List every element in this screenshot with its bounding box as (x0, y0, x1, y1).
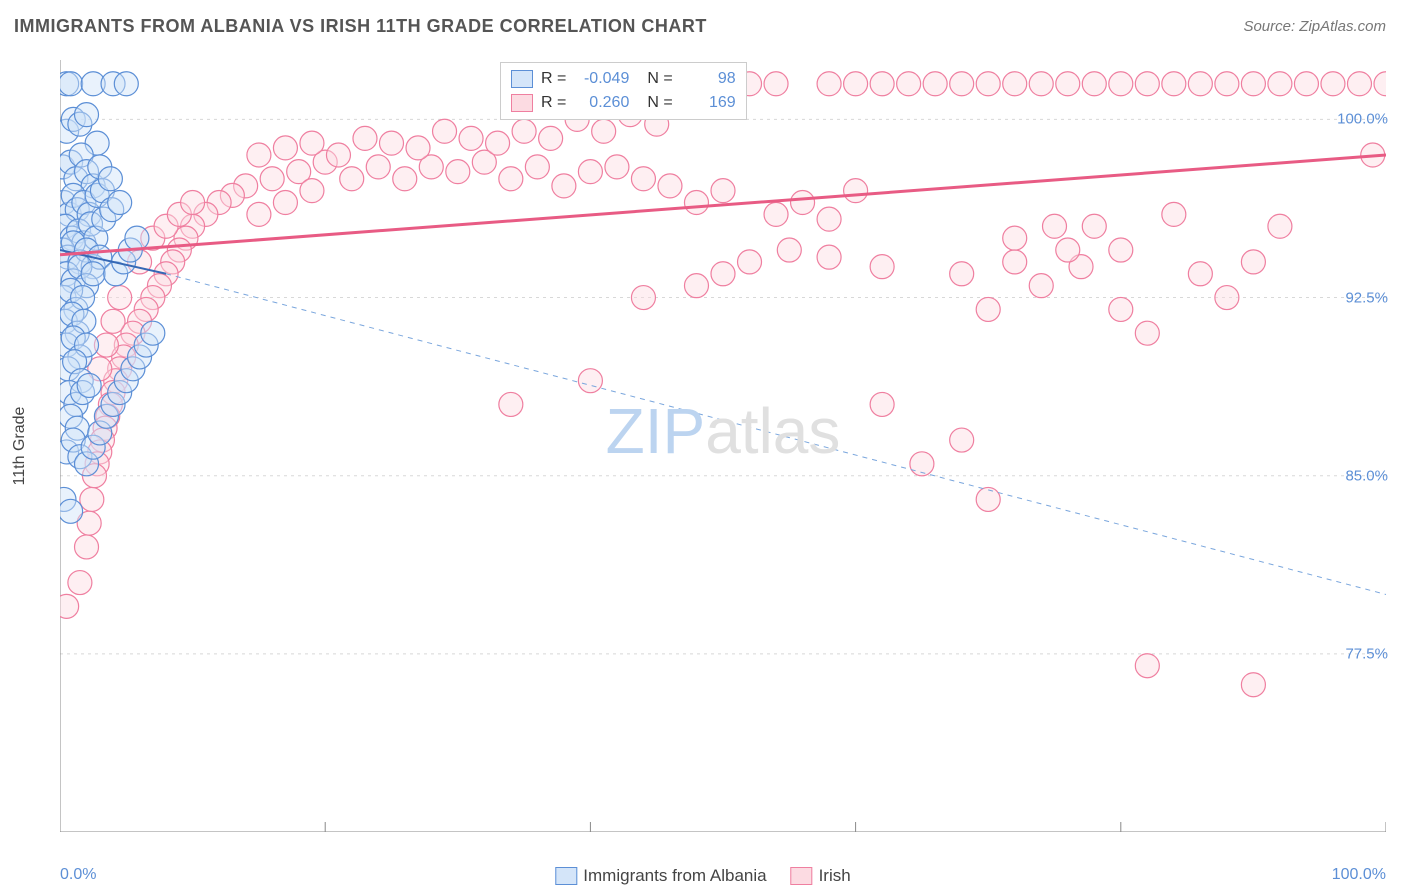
legend-label: Immigrants from Albania (583, 866, 766, 886)
bottom-legend: Immigrants from Albania Irish (555, 866, 850, 886)
stats-legend-box: R =-0.049 N =98 R =0.260 N =169 (500, 62, 747, 120)
legend-label: Irish (819, 866, 851, 886)
x-axis-max-label: 100.0% (1332, 866, 1386, 884)
chart-svg (60, 60, 1386, 832)
legend-item-albania: Immigrants from Albania (555, 866, 766, 886)
y-axis-label: 11th Grade (11, 407, 29, 486)
chart-title: IMMIGRANTS FROM ALBANIA VS IRISH 11TH GR… (14, 16, 707, 37)
x-axis-min-label: 0.0% (60, 866, 96, 884)
legend-swatch-blue (555, 867, 577, 885)
plot-area: ZIPatlas R =-0.049 N =98 R =0.260 N =169… (60, 60, 1386, 832)
legend-item-irish: Irish (791, 866, 851, 886)
source-attribution: Source: ZipAtlas.com (1243, 18, 1386, 35)
legend-swatch-pink (791, 867, 813, 885)
